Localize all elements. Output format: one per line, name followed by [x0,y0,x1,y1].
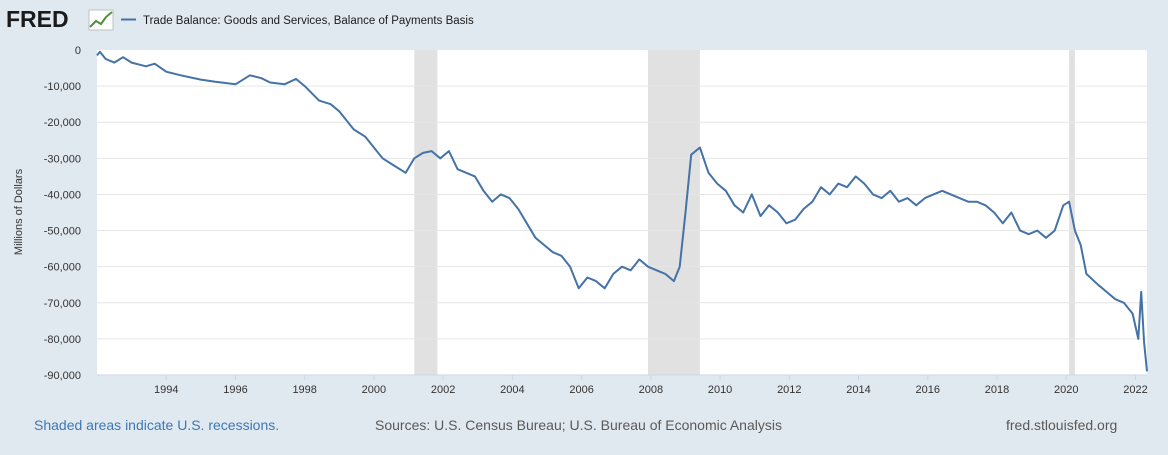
y-tick-label: -70,000 [44,298,81,310]
plot-area [97,50,1147,375]
y-tick-label: 0 [75,45,81,57]
x-tick-label: 1996 [223,384,247,396]
recession-band [647,50,700,375]
sources-text: Sources: U.S. Census Bureau; U.S. Bureau… [375,417,782,433]
y-tick-label: -20,000 [44,117,81,129]
x-tick-label: 2018 [985,384,1009,396]
y-tick-label: -80,000 [44,334,81,346]
x-tick-label: 2002 [431,384,455,396]
logo-graph-icon [88,9,114,31]
y-tick-label: -40,000 [44,189,81,201]
x-tick-label: 2000 [362,384,386,396]
fred-logo[interactable]: FRED [6,6,114,32]
x-tick-label: 2004 [500,384,524,396]
legend-label: Trade Balance: Goods and Services, Balan… [143,15,474,27]
fred-logo-text: FRED [6,6,69,32]
y-tick-label: -50,000 [44,226,81,238]
y-tick-label: -60,000 [44,262,81,274]
chart-legend: Trade Balance: Goods and Services, Balan… [121,15,474,27]
recession-band [414,50,438,375]
x-tick-label: 1998 [292,384,316,396]
x-tick-label: 1994 [154,384,178,396]
x-tick-label: 2020 [1054,384,1078,396]
y-tick-label: -10,000 [44,81,81,93]
recession-note: Shaded areas indicate U.S. recessions. [34,417,280,433]
x-tick-label: 2016 [916,384,940,396]
x-tick-label: 2022 [1123,384,1147,396]
site-link[interactable]: fred.stlouisfed.org [1006,417,1118,433]
y-tick-label: -30,000 [44,153,81,165]
grid-lines [97,85,1147,340]
x-tick-label: 2014 [846,384,870,396]
series-line[interactable] [96,50,1148,372]
x-tick-label: 2012 [777,384,801,396]
series-layer [96,50,1148,372]
x-tick-label: 2008 [639,384,663,396]
x-tick-label: 2010 [708,384,732,396]
y-tick-label: -90,000 [44,370,81,382]
x-tick-label: 2006 [569,384,593,396]
x-axis: 1994 1996 1998 2000 2002 2004 2006 2008 2010 2012… [154,375,1148,396]
y-axis-label: Millions of Dollars [13,168,25,255]
y-axis: 0 -10,000 -20,000 -30,000 -40,000 -50,000 -60,… [44,45,1147,382]
